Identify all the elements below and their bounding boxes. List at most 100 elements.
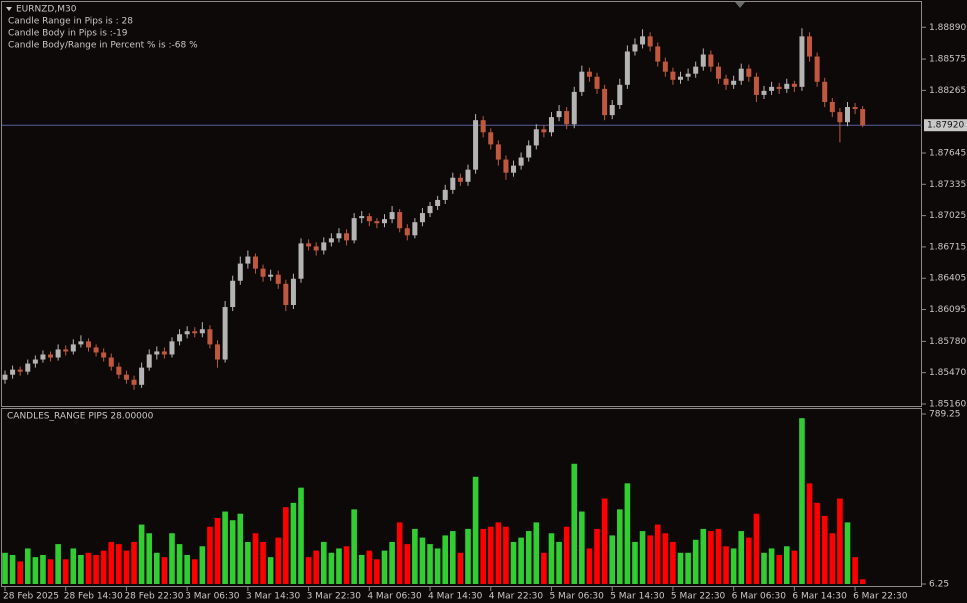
x-tick-label: 28 Feb 22:30: [124, 592, 183, 602]
candle-body: [526, 145, 532, 158]
range-bar: [586, 548, 593, 584]
range-bar: [343, 546, 350, 584]
candle-body: [70, 344, 76, 352]
range-bar: [563, 526, 570, 584]
range-bar: [594, 528, 600, 584]
range-bar: [639, 531, 646, 584]
range-bar: [55, 544, 61, 584]
candle-body: [564, 111, 570, 125]
candle-body: [579, 71, 585, 92]
y-tick-label: 1.86715: [929, 242, 966, 252]
x-tick-label: 28 Feb 2025: [3, 592, 59, 602]
range-bar: [579, 511, 585, 584]
range-bar: [746, 537, 752, 584]
x-tick-label: 4 Mar 06:30: [367, 592, 422, 602]
x-tick-label: 5 Mar 14:30: [610, 592, 665, 602]
range-bar: [366, 550, 373, 584]
candle-body: [769, 86, 775, 91]
candle-body: [541, 129, 547, 133]
range-bar: [100, 550, 107, 584]
x-tick-label: 28 Feb 14:30: [64, 592, 123, 602]
candle-body: [382, 219, 387, 224]
range-bar: [404, 544, 411, 584]
range-bar: [859, 579, 866, 584]
range-bar: [465, 528, 471, 584]
range-bar: [237, 513, 244, 584]
range-bar: [2, 552, 8, 584]
candle-body: [63, 349, 69, 352]
candle-body: [457, 177, 463, 182]
range-bar: [283, 507, 289, 584]
candle-body: [617, 84, 623, 106]
candle-body: [533, 129, 539, 146]
range-bar: [632, 541, 638, 584]
range-bar: [24, 548, 31, 584]
candle-body: [609, 105, 615, 116]
range-bar: [844, 522, 851, 584]
symbol-label: EURNZD,M30: [16, 5, 77, 15]
candle-body: [17, 369, 23, 372]
range-bar: [442, 535, 449, 584]
range-bar: [412, 528, 418, 584]
candle-body: [488, 132, 494, 145]
range-bar: [62, 559, 69, 584]
y-tick-label: 1.85470: [929, 368, 966, 378]
y-tick-label: 1.85160: [929, 399, 966, 409]
range-bar: [298, 487, 304, 584]
candle-body: [108, 357, 114, 367]
range-bar: [191, 559, 198, 584]
candle-body: [161, 351, 167, 355]
candle-body: [473, 120, 479, 170]
x-tick-label: 3 Mar 06:30: [185, 592, 240, 602]
candle-body: [708, 54, 714, 67]
range-bar: [708, 531, 714, 584]
candle-body: [268, 274, 274, 277]
range-bar: [677, 552, 684, 584]
candle-body: [693, 66, 699, 74]
candle-body: [655, 46, 661, 62]
candle-body: [602, 88, 608, 116]
range-bar: [624, 483, 631, 584]
range-bar: [93, 554, 99, 584]
candle-body: [139, 367, 145, 385]
range-bar: [207, 526, 213, 584]
candle-body: [131, 379, 137, 385]
candle-body: [290, 278, 296, 305]
range-bar: [199, 546, 206, 584]
candle-body: [93, 347, 99, 353]
candle-body: [237, 263, 243, 281]
candle-body: [78, 341, 84, 345]
symbol-icon: [6, 7, 12, 11]
candle-body: [101, 352, 107, 358]
range-bar: [260, 541, 266, 584]
candle-body: [852, 107, 858, 110]
candle-body: [511, 165, 517, 173]
range-bar: [275, 537, 282, 584]
candle-body: [731, 80, 737, 85]
range-bar: [9, 554, 16, 584]
range-bar: [799, 418, 805, 584]
range-bar: [556, 541, 562, 584]
y-tick-label: 1.88890: [929, 23, 966, 33]
range-bar: [229, 520, 236, 584]
y-tick-label: 1.88265: [929, 86, 966, 96]
range-bar: [161, 557, 168, 584]
candle-body: [40, 354, 46, 360]
range-bar: [700, 528, 707, 584]
candle-body: [306, 243, 312, 247]
candle-body: [556, 111, 562, 118]
candle-body: [222, 307, 228, 360]
candle-body: [177, 334, 183, 342]
candle-body: [723, 78, 729, 85]
range-bar: [222, 511, 228, 584]
range-bar: [389, 541, 395, 584]
current-price-label: 1.87920: [927, 121, 964, 131]
range-bar: [837, 498, 843, 584]
range-bar: [533, 522, 540, 584]
candle-body: [230, 280, 236, 308]
range-bar: [503, 526, 509, 584]
range-bar: [146, 533, 153, 584]
candle-body: [351, 218, 357, 241]
candle-body: [154, 351, 160, 355]
